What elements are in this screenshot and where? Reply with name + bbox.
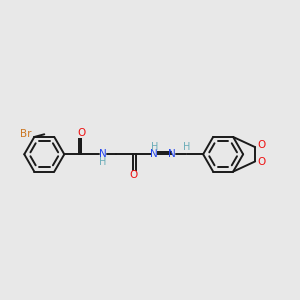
Text: O: O bbox=[257, 140, 266, 150]
Text: N: N bbox=[150, 149, 158, 159]
Text: N: N bbox=[168, 149, 176, 159]
Text: H: H bbox=[99, 157, 106, 167]
Text: H: H bbox=[183, 142, 190, 152]
Text: Br: Br bbox=[20, 129, 32, 139]
Text: O: O bbox=[77, 128, 86, 138]
Text: H: H bbox=[151, 142, 158, 152]
Text: O: O bbox=[257, 157, 266, 167]
Text: O: O bbox=[129, 170, 138, 180]
Text: N: N bbox=[99, 149, 107, 159]
